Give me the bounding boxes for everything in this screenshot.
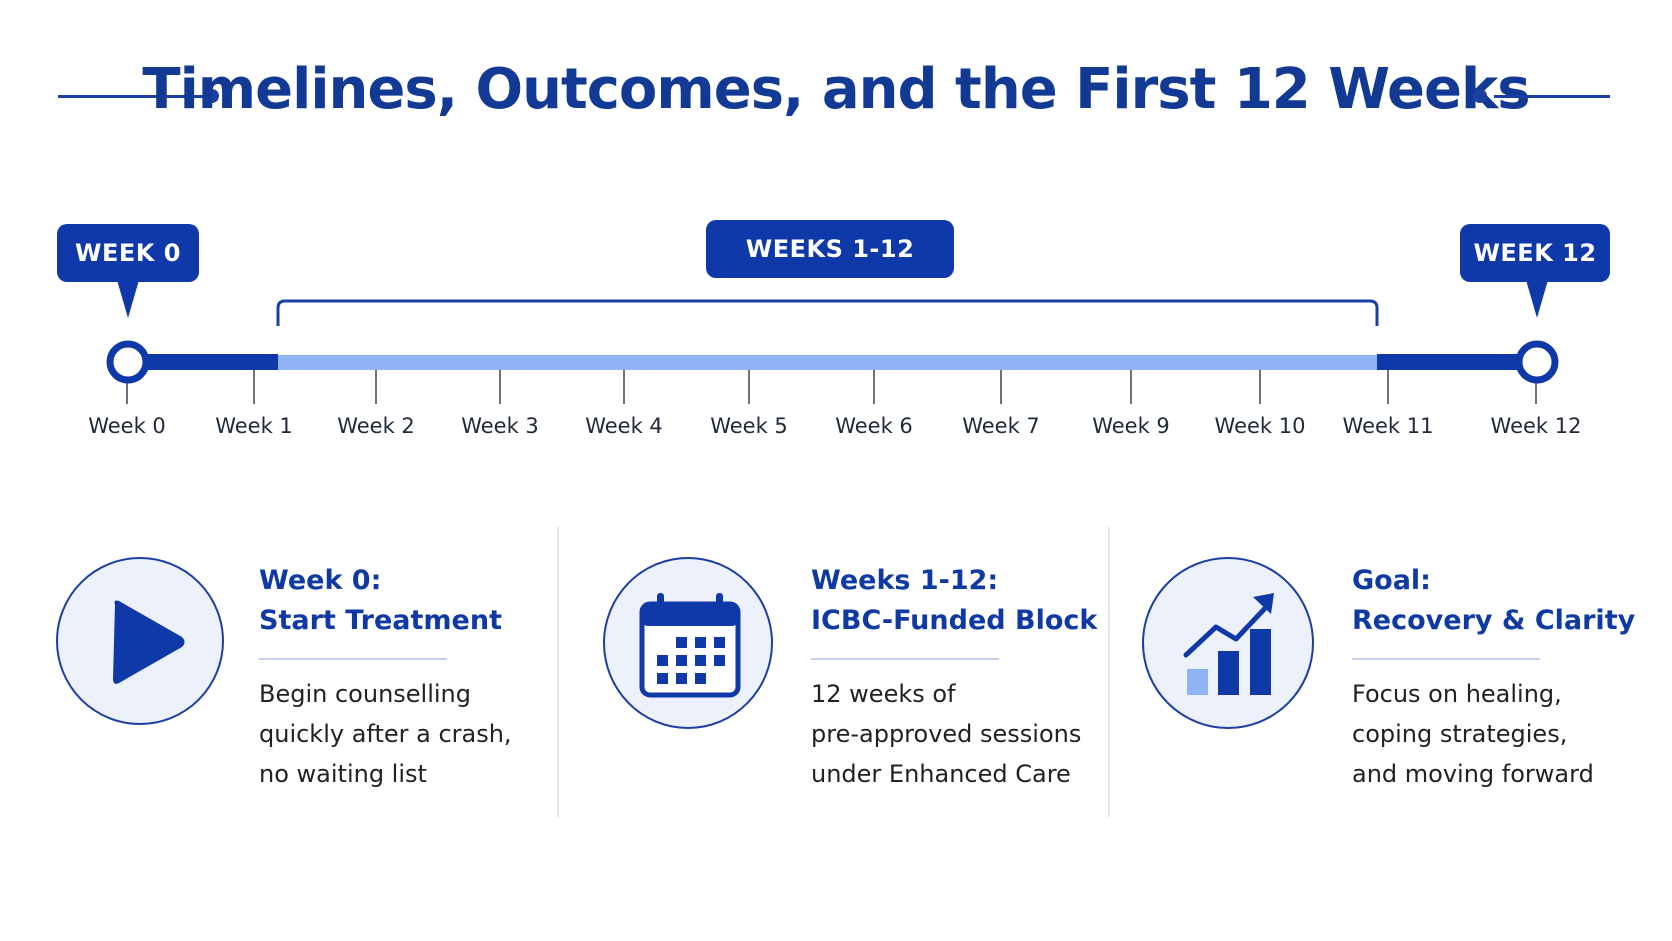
card-desc-goal: Focus on healing, coping strategies, and… [1352,674,1594,794]
badge-week-0: WEEK 0 [57,224,199,282]
badge-weeks-1-12: WEEKS 1-12 [706,220,954,278]
week-label: Week 0 [88,414,166,438]
week-label: Week 6 [835,414,913,438]
card-desc-line: Begin counselling [259,680,471,708]
card-rule [1352,658,1540,660]
timeline-bar-end [1377,354,1537,370]
card-desc-weeks-1-12: 12 weeks of pre-approved sessions under … [811,674,1081,794]
title-left-line [58,95,208,98]
title-left-dot [205,89,219,103]
card-title-line: Recovery & Clarity [1352,605,1636,636]
badge-week-12-pointer [1526,280,1548,318]
page-title: Timelines, Outcomes, and the First 12 We… [142,57,1530,122]
week-label: Week 11 [1342,414,1434,438]
card-desc-week-0: Begin counselling quickly after a crash,… [259,674,512,794]
week-label: Week 5 [710,414,788,438]
card-desc-line: Focus on healing, [1352,680,1562,708]
week-label: Week 2 [337,414,415,438]
week-label: Week 12 [1490,414,1582,438]
card-title-weeks-1-12: Weeks 1-12: ICBC-Funded Block [811,561,1097,641]
card-desc-line: under Enhanced Care [811,760,1071,788]
card-desc-line: and moving forward [1352,760,1594,788]
week-label: Week 1 [215,414,293,438]
card-desc-line: pre-approved sessions [811,720,1082,748]
card-title-line: Goal: [1352,565,1431,596]
tick-group [126,370,1537,404]
week-label: Week 3 [461,414,539,438]
title-right-dot [1473,89,1487,103]
column-divider [557,527,559,817]
card-title-line: Week 0: [259,565,382,596]
card-title-line: ICBC-Funded Block [811,605,1098,636]
week-label: Week 9 [1092,414,1170,438]
card-title-line: Weeks 1-12: [811,565,999,596]
timeline-bar-middle [278,355,1377,370]
week-label: Week 4 [585,414,663,438]
timeline-bar-start [128,354,278,370]
weeks-bracket [276,299,1379,326]
card-title-week-0: Week 0: Start Treatment [259,561,502,641]
growth-chart-icon [1142,557,1314,729]
card-desc-line: 12 weeks of [811,680,956,708]
timeline-end-node [1515,340,1559,384]
card-desc-line: quickly after a crash, [259,720,512,748]
card-desc-line: coping strategies, [1352,720,1568,748]
badge-week-0-pointer [117,280,139,318]
card-rule [811,658,999,660]
card-desc-line: no waiting list [259,760,427,788]
week-label: Week 10 [1214,414,1306,438]
title-right-line [1494,95,1610,98]
week-label: Week 7 [962,414,1040,438]
calendar-icon [603,557,773,729]
card-rule [259,658,447,660]
card-title-goal: Goal: Recovery & Clarity [1352,561,1635,641]
column-divider [1108,527,1110,817]
play-icon [56,557,224,725]
badge-week-12: WEEK 12 [1460,224,1610,282]
card-title-line: Start Treatment [259,605,502,636]
timeline-start-node [106,340,150,384]
